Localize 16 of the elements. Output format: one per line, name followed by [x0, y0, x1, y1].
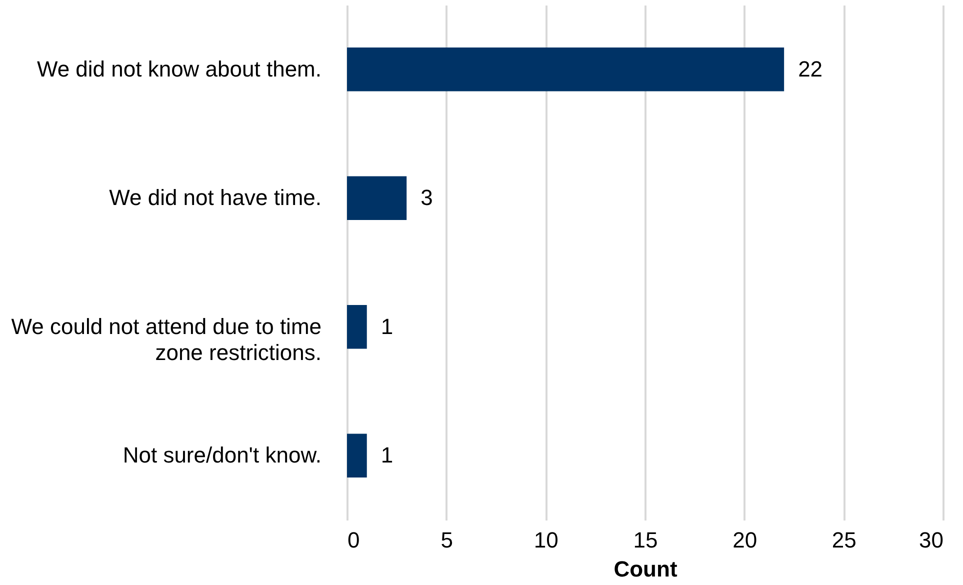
x-tick-label: 0 [348, 528, 360, 552]
x-axis-title: Count [614, 556, 678, 582]
x-tick-label: 10 [534, 528, 558, 552]
x-tick-label: 20 [732, 528, 758, 552]
y-tick-label: We could not attend due to time zone restrictions. [11, 314, 322, 365]
y-tick-label: Not sure/don't know. [122, 442, 322, 468]
y-tick-label: We did not have time. [109, 185, 322, 210]
data-label: 22 [798, 56, 823, 82]
x-tick-label: 15 [633, 528, 658, 552]
x-tick-label: 30 [919, 528, 944, 552]
x-tick-label: 5 [440, 528, 453, 552]
x-tick-label: 25 [832, 528, 856, 552]
data-label: 3 [420, 185, 433, 210]
data-label: 1 [380, 314, 394, 339]
data-label: 1 [380, 442, 394, 468]
y-tick-label: We did not know about them. [36, 56, 322, 82]
